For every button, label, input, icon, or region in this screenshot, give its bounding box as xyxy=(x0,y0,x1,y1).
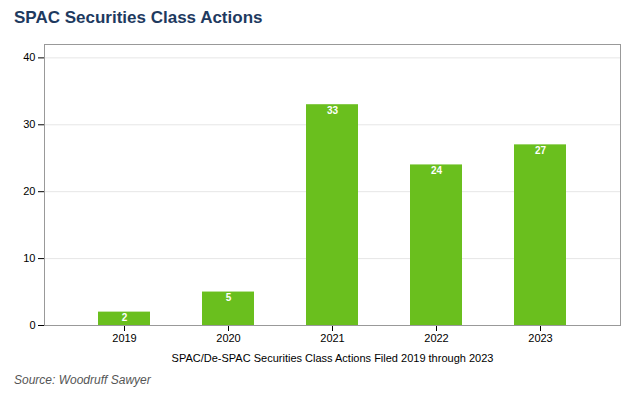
svg-text:27: 27 xyxy=(535,145,547,156)
html-text:Source: Woodruff Sawyer: Source: Woodruff Sawyer xyxy=(14,373,151,387)
svg-text:2: 2 xyxy=(122,312,128,323)
svg-text:2020: 2020 xyxy=(216,332,240,344)
svg-text:SPAC/De-SPAC Securities Class: SPAC/De-SPAC Securities Class Actions Fi… xyxy=(172,352,494,364)
svg-text:0: 0 xyxy=(29,319,35,331)
svg-text:10: 10 xyxy=(23,252,35,264)
svg-text:5: 5 xyxy=(226,292,232,303)
html-text:SPAC Securities Class Actions: SPAC Securities Class Actions xyxy=(14,8,263,27)
svg-text:2023: 2023 xyxy=(528,332,552,344)
svg-text:30: 30 xyxy=(23,118,35,130)
svg-text:2022: 2022 xyxy=(424,332,448,344)
svg-text:2021: 2021 xyxy=(320,332,344,344)
svg-text:33: 33 xyxy=(327,105,339,116)
svg-text:40: 40 xyxy=(23,51,35,63)
svg-text:24: 24 xyxy=(431,165,443,176)
svg-text:2019: 2019 xyxy=(112,332,136,344)
svg-text:20: 20 xyxy=(23,185,35,197)
